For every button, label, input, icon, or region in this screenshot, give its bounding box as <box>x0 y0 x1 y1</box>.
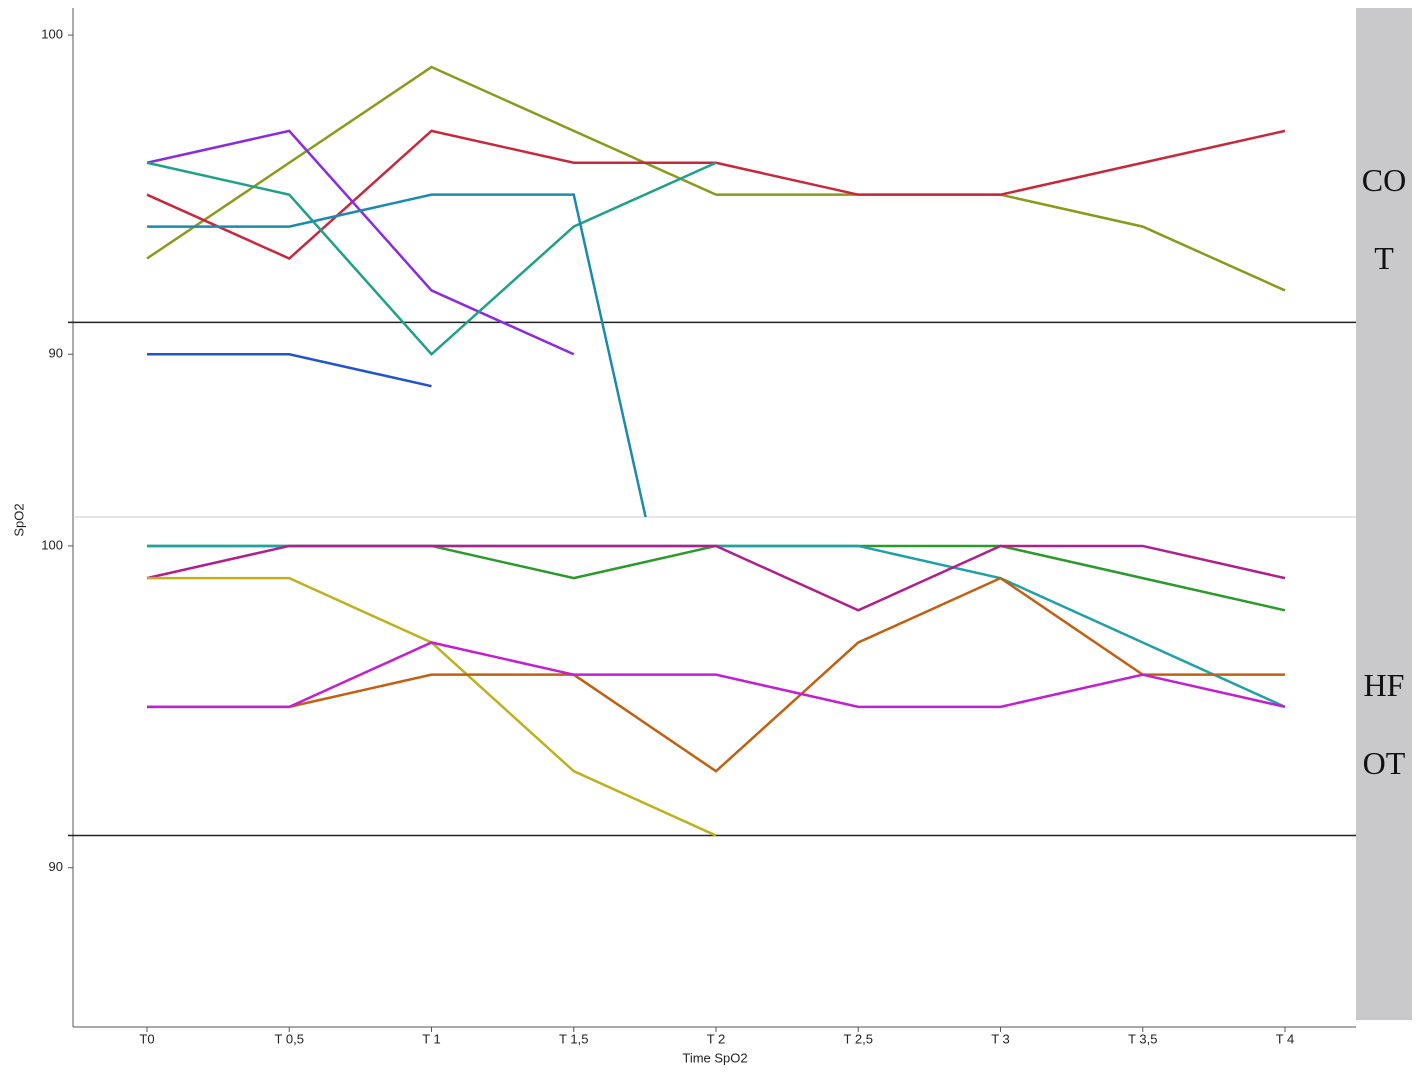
x-axis-label: Time SpO2 <box>682 1050 747 1065</box>
series-line <box>146 129 575 356</box>
panel-label: COT <box>1361 161 1407 276</box>
x-tick-label: T0 <box>139 1031 154 1046</box>
x-tick-label: T 0,5 <box>275 1031 304 1046</box>
x-tick-label: T 4 <box>1276 1031 1295 1046</box>
y-tick-label: 100 <box>41 537 63 552</box>
x-tick-label: T 3,5 <box>1128 1031 1157 1046</box>
series-line <box>147 641 1286 709</box>
x-tick-label: T 2 <box>707 1031 726 1046</box>
strip <box>1356 8 1412 1020</box>
x-tick-label: T 1,5 <box>559 1031 588 1046</box>
series-line <box>147 193 647 517</box>
x-tick-label: T 3 <box>991 1031 1010 1046</box>
series-line <box>146 161 717 357</box>
series-line <box>147 352 432 388</box>
series-line <box>146 65 1286 292</box>
series-line <box>146 544 1286 612</box>
x-tick-label: T 2,5 <box>844 1031 873 1046</box>
y-tick-label: 90 <box>49 859 63 874</box>
y-axis-label: SpO2 <box>11 503 26 536</box>
series-line <box>147 544 1286 612</box>
series-line <box>147 544 1286 708</box>
y-tick-label: 90 <box>49 346 63 361</box>
panel-label: HFOT <box>1362 667 1406 781</box>
x-tick-label: T 1 <box>422 1031 441 1046</box>
series-line <box>147 576 1285 773</box>
y-tick-label: 100 <box>41 27 63 42</box>
